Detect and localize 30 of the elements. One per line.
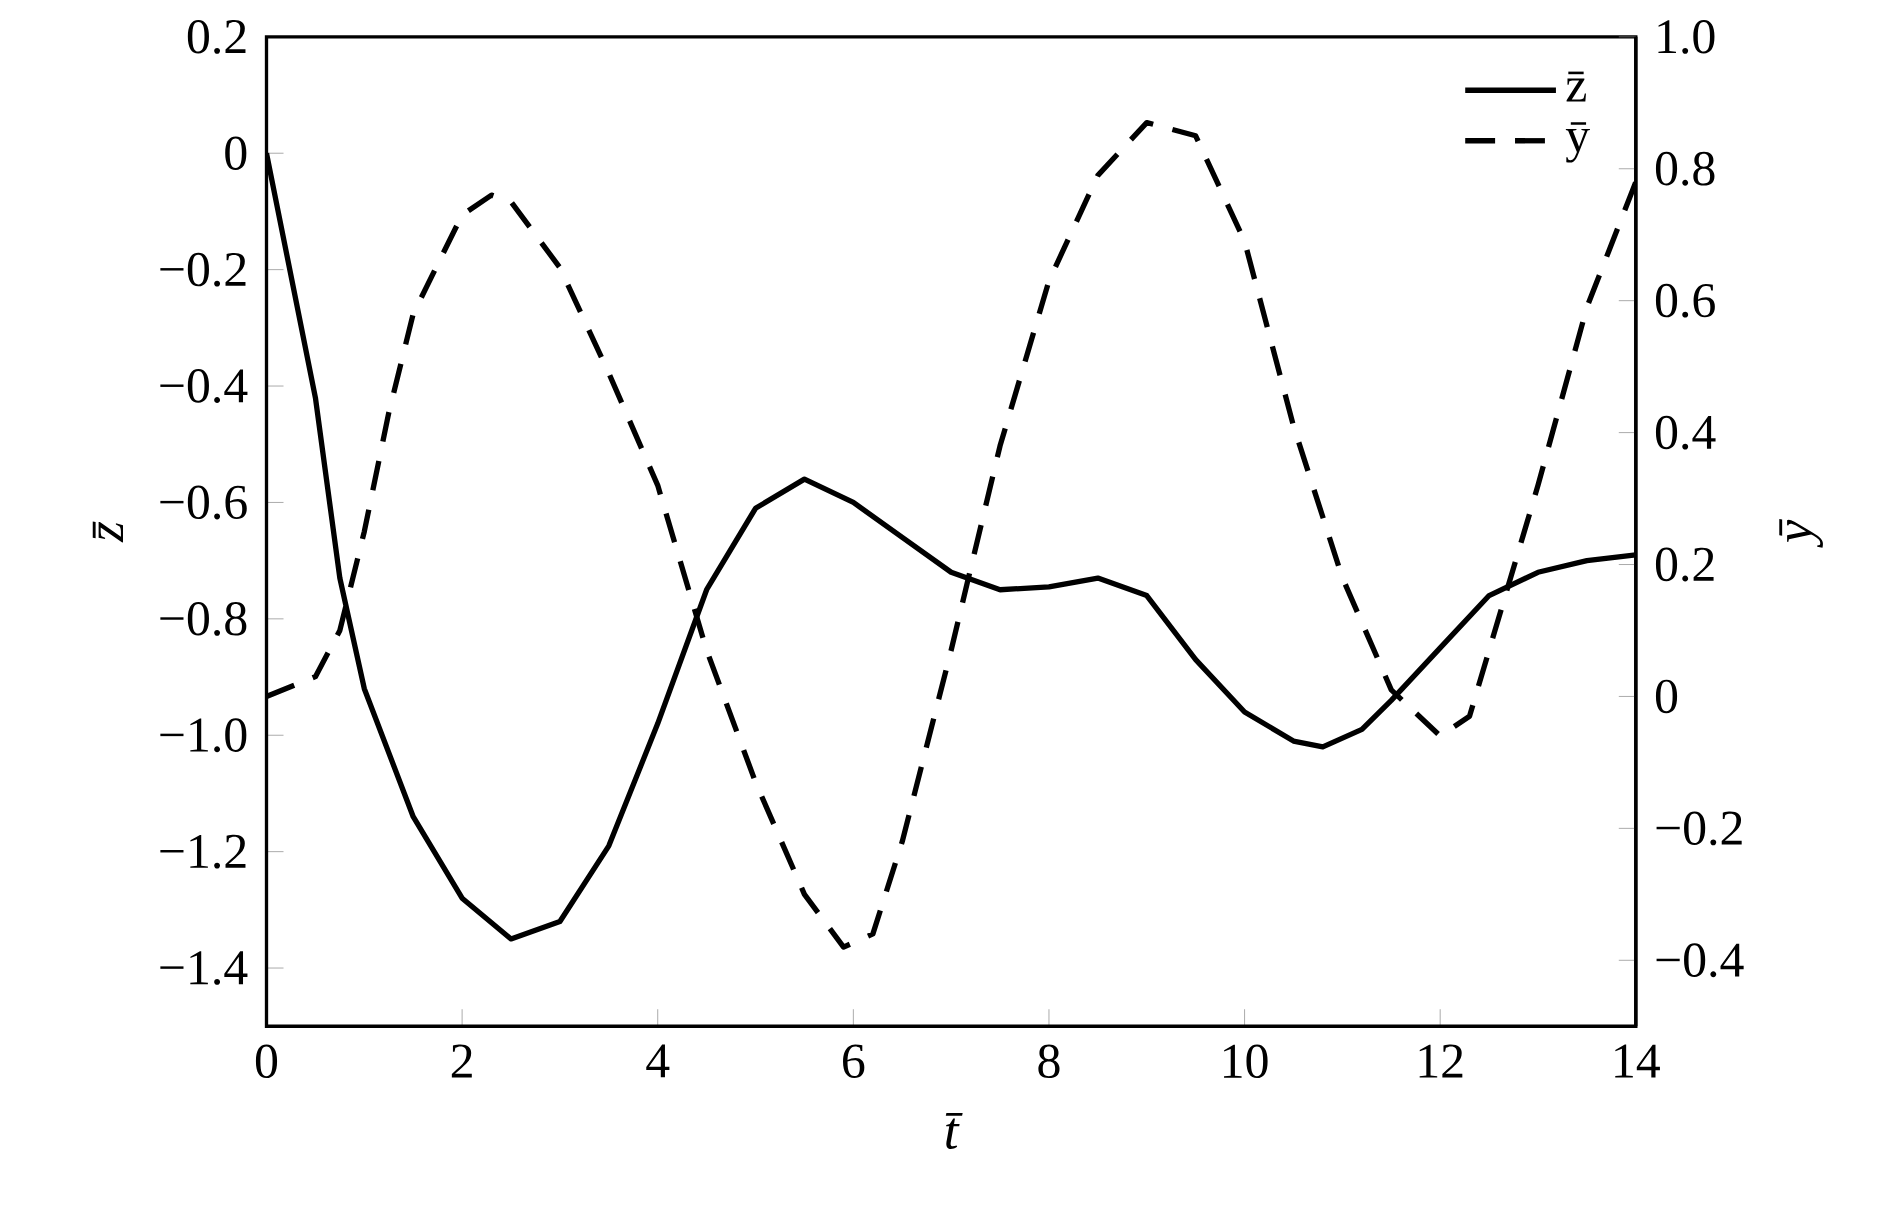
x-axis-title: t̄: [945, 1113, 963, 1150]
x-tick-label: 8: [1038, 1044, 1060, 1079]
y-tick-label: 0: [225, 136, 247, 171]
y-tick-label: −0.2: [160, 252, 246, 287]
x-tick-label: 4: [646, 1044, 670, 1078]
y2-tick-label: −0.4: [1656, 943, 1744, 978]
y2-axis-title: ȳ: [1779, 518, 1823, 548]
y-tick-label: −1.4: [160, 951, 248, 985]
y-axis-title: z̄: [92, 521, 123, 543]
x-tick-label: 12: [1419, 1044, 1463, 1078]
legend-label: ȳ: [1565, 122, 1590, 163]
y-tick-label: 0.2: [187, 19, 246, 54]
y-tick-label: −1.2: [160, 834, 246, 869]
x-tick-label: 14: [1615, 1044, 1660, 1078]
x-tick-label: 0: [255, 1044, 278, 1079]
y-tick-label: −1.0: [160, 718, 247, 753]
y2-tick-label: 0.4: [1655, 415, 1716, 450]
y-tick-label: −0.4: [160, 369, 248, 403]
x-tick-label: 10: [1224, 1044, 1268, 1079]
y2-tick-label: 0.6: [1655, 283, 1715, 318]
y-tick-label: −0.6: [160, 485, 247, 520]
y2-tick-label: 0.8: [1655, 151, 1715, 186]
legend-label: z̄: [1566, 71, 1586, 102]
y-tick-label: −0.8: [160, 601, 247, 636]
y2-tick-label: 0.2: [1655, 547, 1714, 582]
y2-tick-label: 1.0: [1658, 19, 1715, 54]
y2-tick-label: −0.2: [1656, 811, 1742, 846]
x-tick-label: 6: [843, 1044, 865, 1078]
y2-tick-label: 0: [1655, 679, 1678, 714]
x-tick-label: 2: [451, 1044, 472, 1078]
